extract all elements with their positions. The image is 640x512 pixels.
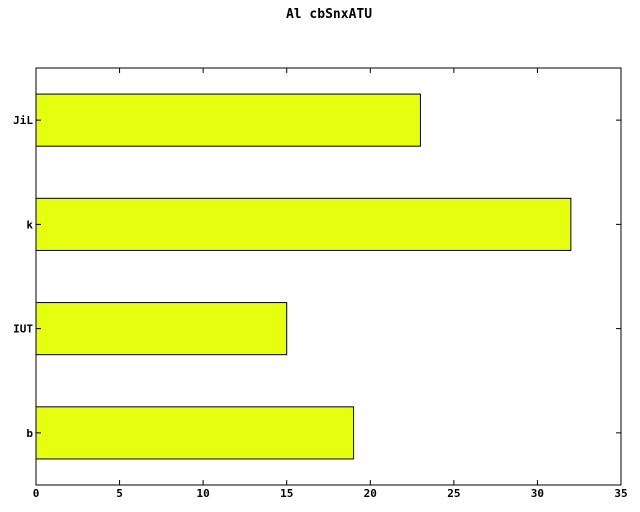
x-tick-label: 30: [531, 487, 544, 500]
x-tick-label: 5: [116, 487, 123, 500]
chart-title: Al cbSnxATU: [285, 7, 373, 22]
ticks-group: b IUT k JiL 0 5 10 15 20 25 30 35: [13, 68, 628, 500]
bars-group: [35, 93, 572, 460]
plot-frame: [35, 67, 622, 486]
x-tick-label: 15: [280, 487, 293, 500]
bar-JiL: [35, 93, 421, 147]
x-tick-label: 20: [364, 487, 377, 500]
bar-k: [35, 197, 572, 251]
x-tick-label: 25: [447, 487, 460, 500]
y-tick-label: JiL: [13, 114, 33, 127]
x-tick-label: 10: [197, 487, 210, 500]
y-tick-label: b: [26, 427, 33, 440]
bar-IUT: [35, 302, 288, 356]
y-tick-label: IUT: [13, 323, 33, 336]
x-tick-label: 35: [614, 487, 627, 500]
bar-b: [35, 406, 355, 460]
y-tick-label: k: [26, 218, 33, 231]
x-tick-label: 0: [33, 487, 40, 500]
